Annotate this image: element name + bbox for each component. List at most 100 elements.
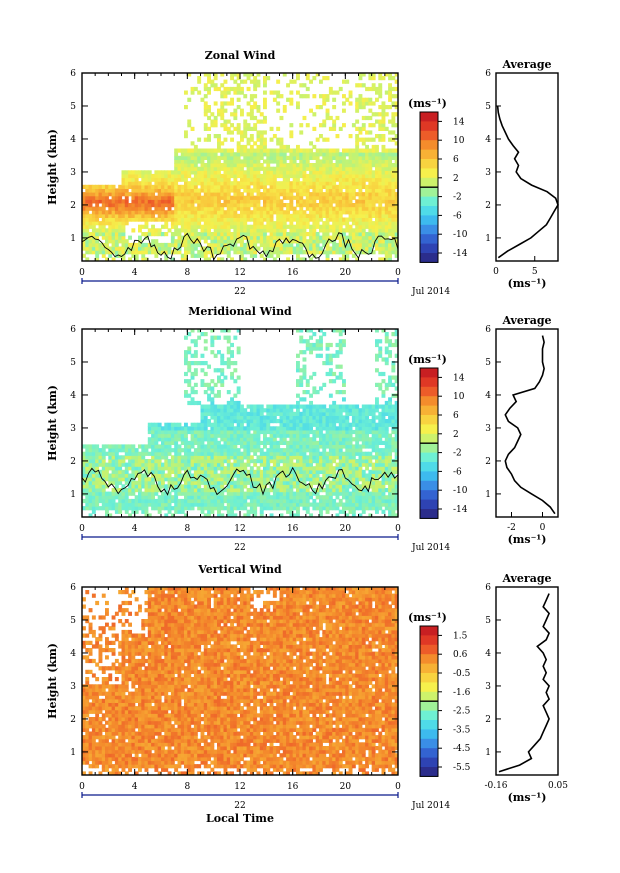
heatmap-cell [157, 433, 162, 438]
heatmap-cell [312, 166, 317, 171]
heatmap-cell [203, 101, 208, 106]
heatmap-cell [134, 246, 139, 251]
heatmap-cell [246, 437, 251, 442]
heatmap-cell [319, 184, 323, 189]
heatmap-cell [98, 451, 103, 456]
heatmap-cell [355, 148, 360, 153]
heatmap-cell [243, 498, 248, 504]
heatmap-cell [98, 195, 103, 200]
heatmap-cell [121, 228, 126, 233]
heatmap-cell [345, 192, 350, 197]
heatmap-cell [138, 455, 142, 460]
heatmap-cell [249, 246, 254, 251]
heatmap-cell [207, 433, 211, 438]
heatmap-cell [322, 239, 327, 244]
heatmap-cell [381, 221, 386, 226]
heatmap-cell [236, 473, 241, 478]
heatmap-cell [315, 184, 320, 189]
heatmap-cell [121, 199, 126, 204]
heatmap-cell [190, 455, 195, 460]
heatmap-cell [121, 473, 126, 478]
heatmap-cell [266, 206, 271, 211]
heatmap-cell [292, 480, 297, 485]
heatmap-cell [305, 502, 310, 507]
heatmap-cell [246, 426, 251, 431]
heatmap-cell [305, 148, 310, 153]
heatmap-cell [197, 166, 202, 171]
heatmap-cell [384, 177, 389, 182]
heatmap-cell [319, 94, 323, 99]
heatmap-cell [289, 184, 294, 189]
heatmap-cell [230, 509, 234, 514]
heatmap-cell [263, 506, 267, 511]
heatmap-cell [190, 433, 195, 438]
heatmap-cell [111, 491, 116, 496]
heatmap-cell [309, 346, 313, 351]
heatmap-cell [345, 228, 350, 233]
heatmap-cell [197, 437, 202, 442]
heatmap-cell [230, 199, 234, 204]
heatmap-cell [272, 97, 277, 102]
heatmap-cell [325, 253, 330, 258]
heatmap-cell [187, 393, 192, 398]
heatmap-cell [91, 239, 96, 244]
heatmap-cell [226, 188, 231, 193]
heatmap-cell [259, 137, 264, 142]
heatmap-cell [177, 235, 182, 240]
heatmap-cell [217, 228, 221, 233]
heatmap-cell [210, 170, 215, 175]
heatmap-cell [299, 159, 304, 164]
heatmap-cell [197, 177, 202, 182]
heatmap-cell [213, 480, 218, 485]
heatmap-cell [263, 235, 267, 240]
heatmap-cell [91, 469, 96, 474]
heatmap-cell [240, 144, 244, 150]
heatmap-cell [147, 228, 152, 233]
heatmap-cell [177, 462, 182, 467]
heatmap-cell [157, 250, 162, 255]
heatmap-cell [180, 440, 185, 445]
heatmap-cell [375, 163, 379, 168]
heatmap-cell [161, 217, 165, 222]
heatmap-cell [197, 159, 202, 164]
heatmap-cell [210, 415, 215, 420]
heatmap-cell [243, 195, 248, 200]
heatmap-cell [138, 498, 142, 504]
heatmap-cell [276, 444, 281, 449]
heatmap-cell [210, 397, 215, 402]
heatmap-cell [170, 429, 175, 435]
heatmap-cell [299, 455, 304, 460]
heatmap-cell [230, 448, 234, 453]
heatmap-cell [220, 404, 225, 409]
heatmap-cell [223, 210, 228, 215]
heatmap-cell [174, 224, 179, 229]
heatmap-cell [220, 221, 225, 226]
heatmap-cell [203, 361, 208, 366]
heatmap-cell [190, 148, 195, 153]
heatmap-cell [95, 232, 100, 237]
heatmap-cell [322, 437, 327, 442]
heatmap-cell [315, 419, 320, 424]
heatmap-cell [151, 469, 155, 474]
heatmap-cell [286, 495, 290, 500]
heatmap-cell [309, 419, 313, 424]
heatmap-cell [263, 477, 267, 482]
panel-title: Zonal Wind [205, 49, 276, 62]
heatmap-cell [358, 73, 363, 77]
heatmap-cell [190, 484, 195, 489]
heatmap-cell [121, 221, 126, 226]
heatmap-cell [263, 440, 267, 445]
heatmap-cell [236, 426, 241, 431]
heatmap-cell [319, 166, 323, 171]
heatmap-cell [118, 199, 123, 204]
heatmap-cell [111, 488, 116, 493]
heatmap-cell [161, 203, 165, 208]
heatmap-cell [391, 115, 396, 121]
heatmap-cell [381, 173, 386, 179]
heatmap-cell [263, 83, 267, 88]
heatmap-cell [286, 148, 290, 153]
heatmap-cell [213, 83, 218, 88]
heatmap-cell [213, 368, 218, 373]
